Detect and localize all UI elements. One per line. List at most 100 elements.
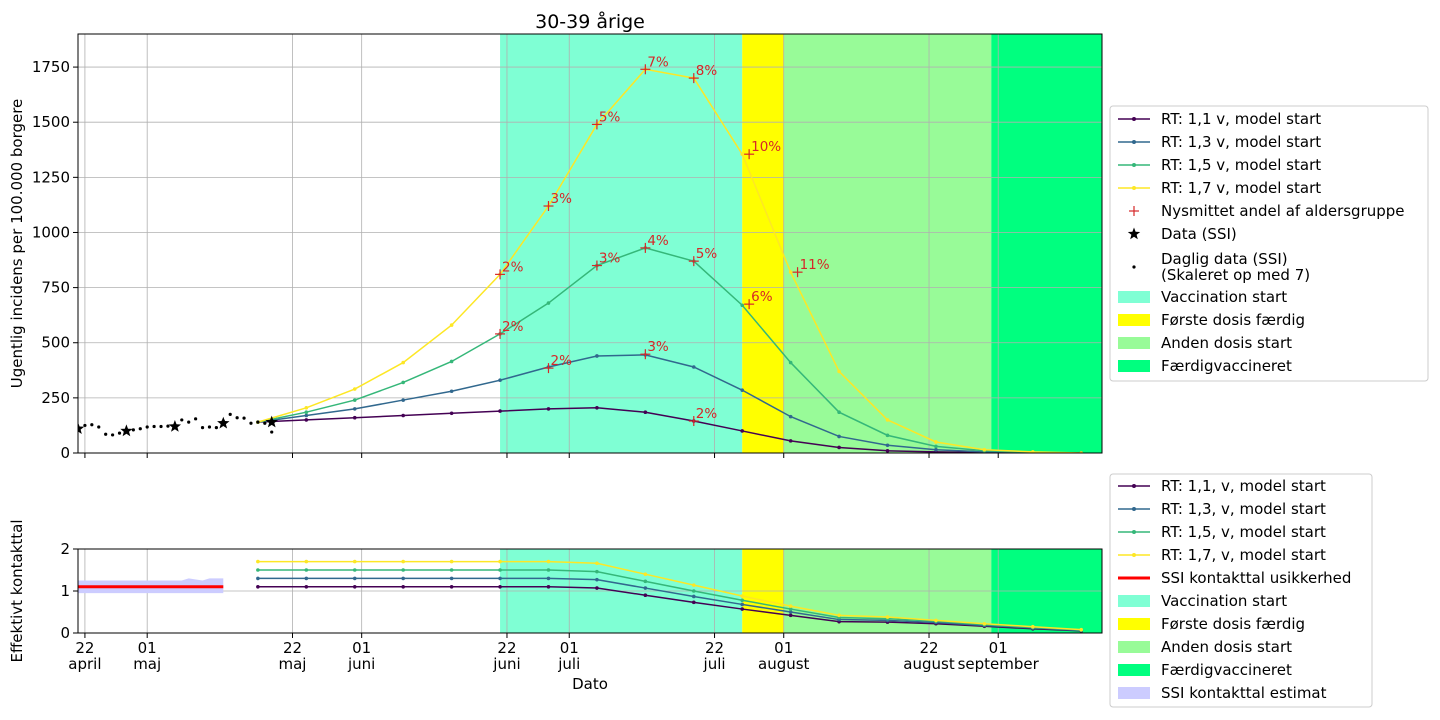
x-tick-label: september [958,655,1040,673]
daily-data-point [207,425,212,429]
series-point [256,576,260,581]
daily-data-point [159,424,163,429]
share-label: 8% [696,63,718,79]
phase-span-3 [991,34,1102,453]
weekly-data-star [120,424,133,437]
series-point [595,569,599,574]
share-label: 11% [800,257,830,273]
series-point [352,576,357,581]
series-point [449,585,454,589]
daily-data-point [131,428,135,432]
legend-patch-swatch [1118,618,1150,630]
series-point [401,380,405,385]
series-point [449,359,454,364]
x-tick-label: april [68,655,101,673]
plot-area [78,549,1102,633]
y-tick-label: 1000 [32,223,70,241]
daily-data-point [110,433,115,437]
legend-label: Første dosis færdig [1161,615,1305,633]
plot-area [78,34,1102,453]
legend-star-swatch [1127,227,1141,240]
series-point [643,586,648,590]
series-point [595,561,599,566]
series-point [546,407,551,411]
series-point [740,152,745,156]
x-tick-label: 01 [560,639,579,657]
series-point [352,559,357,564]
series-point [788,604,793,608]
legend-label: RT: 1,7, v, model start [1161,546,1326,564]
share-label: 3% [647,339,669,355]
y-tick-label: 2 [60,540,70,558]
daily-data-point [90,423,94,427]
y-tick-label: 1250 [32,168,70,186]
series-point [788,610,793,614]
legend-dot-swatch [1132,265,1136,269]
series-point [691,600,696,605]
series-point [643,410,648,415]
series-point [934,444,938,449]
legend-label: Vaccination start [1161,288,1287,306]
phase-span-2 [783,34,992,453]
daily-data-point [242,416,246,420]
series-point [788,613,793,618]
series-point [837,445,841,450]
x-tick-label: 22 [75,639,94,657]
legend-patch-swatch [1118,641,1150,653]
series-point [934,618,938,623]
series-point [1079,627,1084,632]
daily-data-point [249,421,253,425]
series-point [643,572,648,576]
series-point [304,568,309,572]
share-label: 2% [502,319,524,335]
series-point [740,598,745,603]
series-point [304,576,309,581]
daily-data-point [97,425,101,429]
series-point [643,593,648,597]
share-label: 2% [696,406,718,422]
series-point [498,568,502,572]
series-point [885,433,890,438]
legend-label: Anden dosis start [1161,638,1292,656]
legend-patch-swatch [1118,337,1150,349]
y-axis-label: Ugentlig incidens per 100.000 borgere [8,99,26,389]
daily-data-point [187,420,191,424]
x-tick-label: 22 [497,639,516,657]
series-point [691,589,696,593]
series-point [449,568,454,572]
series-point [498,576,502,581]
series-point [740,429,745,433]
series-point [691,365,696,369]
y-tick-label: 0 [60,624,70,642]
series-point [546,301,551,305]
series-point [740,388,745,392]
series-line-rt-3 [257,68,1082,453]
legend-box [1109,105,1429,382]
series-point [352,415,357,420]
chart-title: 30-39 årige [535,10,645,33]
series-point [934,440,938,444]
legend-marker-swatch [1132,186,1136,190]
series-point [401,585,405,589]
series-point [643,579,648,584]
legend-label: Færdigvaccineret [1161,661,1292,679]
series-point [740,303,745,308]
daily-data-point [235,416,239,420]
series-point [401,568,405,572]
share-label: 7% [647,54,669,70]
legend-patch-swatch [1118,664,1150,676]
share-label: 5% [599,109,621,125]
series-point [691,583,696,587]
daily-data-point [104,432,108,436]
series-point [449,323,454,327]
series-point [885,443,890,448]
series-point [837,369,841,374]
series-point [304,413,309,418]
contact-number-legend: RT: 1,1, v, model start RT: 1,3, v, model… [1109,473,1373,708]
legend-label: SSI kontakttal estimat [1161,684,1327,702]
legend-patch-swatch [1118,314,1150,326]
series-point [256,559,260,564]
daily-data-point [83,423,87,428]
phase-span-0 [500,34,743,453]
series-point [352,398,357,402]
